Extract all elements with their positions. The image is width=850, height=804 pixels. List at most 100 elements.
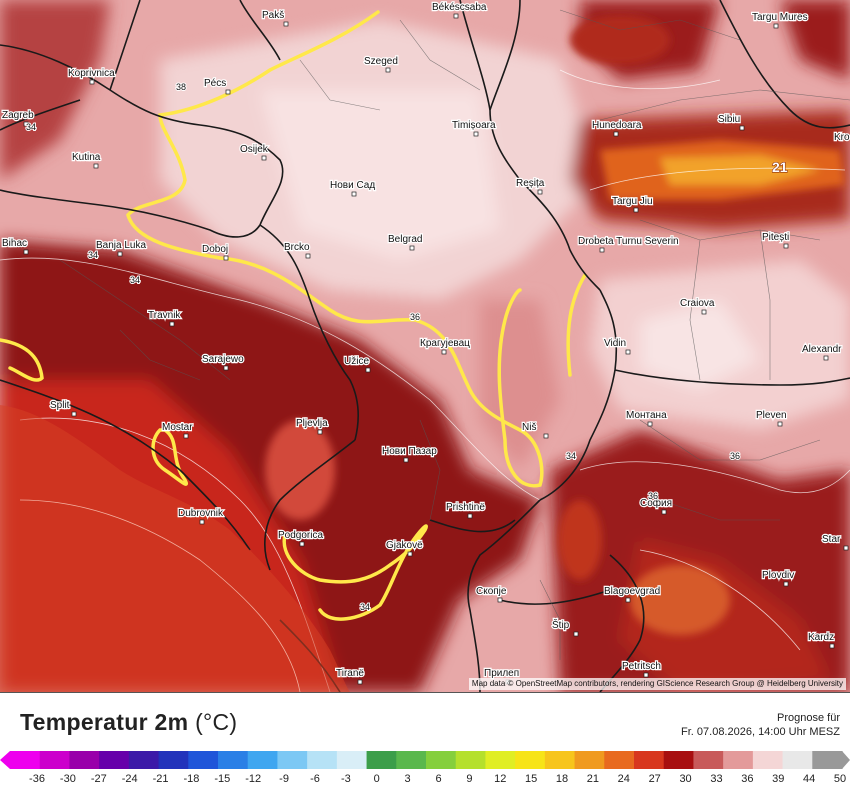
colorbar-segment: [128, 751, 160, 769]
city-label: Craiova: [680, 298, 715, 309]
city-dot: [453, 13, 459, 19]
sea-isoline: [19, 499, 301, 692]
colorbar-segment: [752, 751, 784, 769]
city-label: Targu Jiu: [612, 196, 653, 207]
city-marker: Targu Jiu: [611, 195, 654, 213]
city-label: Travnik: [148, 310, 181, 321]
city-dot: [783, 581, 789, 587]
colorbar-tick-label: 50: [833, 773, 847, 785]
country-borders: [0, 0, 850, 692]
city-dot: [385, 67, 391, 73]
isotherm-label: 34: [26, 122, 36, 132]
mountain-cool-band: [265, 15, 845, 635]
colorbar-segment: [663, 751, 695, 769]
city-dot: [625, 349, 631, 355]
city-marker: Нови Пазар: [381, 445, 438, 463]
city-marker: Targu Mures: [751, 11, 809, 29]
city-marker: Pakš: [261, 9, 289, 27]
city-marker: Sibiu: [717, 113, 745, 131]
city-dot: [625, 597, 631, 603]
city-dot: [199, 519, 205, 525]
city-marker: Zagreb: [1, 109, 35, 127]
map-canvas[interactable]: Pakš Békéscsaba Targu Mures Koprivnica Pécs S…: [0, 0, 850, 692]
city-dot: [117, 251, 123, 257]
city-marker: Mostar: [161, 421, 194, 439]
legend-title-text: Temperatur 2m: [20, 709, 189, 735]
colorbar-segment: [723, 751, 754, 769]
city-label: Drobeta Turnu Severin: [578, 236, 679, 247]
colorbar-tick-label: -21: [152, 773, 169, 785]
city-dot: [643, 672, 649, 678]
city-label: Koprivnica: [68, 68, 115, 79]
colorbar-tick-label: -18: [183, 773, 200, 785]
colorbar-arrow-right: [842, 751, 850, 769]
city-marker: Podgorica: [277, 529, 325, 547]
city-marker: Osijek: [239, 143, 270, 161]
city-label: София: [640, 497, 672, 509]
city-label: Doboj: [202, 244, 228, 255]
legend: Temperatur 2m (°C) Prognose für Fr. 07.0…: [0, 693, 850, 804]
city-label: Pakš: [262, 10, 284, 21]
city-dot: [467, 513, 473, 519]
isotherm-label: 34: [360, 602, 370, 612]
city-marker: Užice: [343, 355, 371, 373]
map-attribution[interactable]: Map data © OpenStreetMap contributors, r…: [468, 678, 846, 690]
city-marker: Timișoara: [451, 119, 497, 137]
city-label: Štip: [552, 618, 570, 631]
city-label: Скопје: [476, 586, 507, 597]
city-marker: Нови Сад: [329, 179, 377, 197]
city-label: Targu Mures: [752, 12, 808, 23]
legend-title: Temperatur 2m (°C): [20, 709, 237, 736]
city-dot: [739, 125, 745, 131]
colorbar-tick-label: -3: [340, 773, 351, 785]
city-marker: Petritsch: [621, 660, 662, 678]
colorbar-tick-label: 30: [679, 773, 692, 785]
city-label: Split: [50, 400, 70, 411]
city-marker: Reșița: [515, 177, 546, 195]
city-dot: [23, 249, 29, 255]
weather-map[interactable]: Pakš Békéscsaba Targu Mures Koprivnica Pécs S…: [0, 0, 850, 693]
colorbar-segment: [99, 751, 130, 769]
city-label: Vidin: [604, 338, 626, 349]
city-marker: Hunedoara: [591, 119, 643, 137]
colorbar-tick-label: 33: [710, 773, 723, 785]
city-dot: [169, 321, 175, 327]
colorbar-tick-label: 15: [525, 773, 538, 785]
isotherm-label: 38: [176, 82, 186, 92]
colorbar-tick-label: 24: [617, 773, 630, 785]
colorbar-segment: [39, 751, 71, 769]
city-marker: Gjakovë: [385, 539, 424, 557]
color-scale-bar: [0, 751, 850, 769]
city-marker: Крагујевац: [419, 337, 471, 355]
colorbar-segment: [307, 751, 338, 769]
city-marker: Travnik: [147, 309, 183, 327]
color-scale-ticks: -36 -30 -27 -24 -21 -18 -15 -12 -9 -6 -3 0 3 6 9 12 15 18…: [0, 773, 850, 793]
city-dot: [701, 309, 707, 315]
colorbar-segment: [782, 751, 813, 769]
city-labels: Pakš Békéscsaba Targu Mures Koprivnica Pécs S…: [1, 1, 850, 685]
city-marker: Štip: [551, 617, 579, 637]
colorbar-segment: [336, 751, 368, 769]
city-label: Mostar: [162, 422, 193, 433]
legend-unit: (°C): [195, 709, 238, 735]
city-dot: [93, 163, 99, 169]
city-marker: Tiranë: [335, 667, 366, 685]
city-marker: Prishtinë: [445, 501, 487, 519]
colorbar-segment: [515, 751, 546, 769]
city-dot: [497, 597, 503, 603]
colorbar-tick-label: 6: [435, 773, 442, 785]
city-label: Kro: [834, 132, 850, 143]
city-label: Pljevlja: [296, 418, 328, 429]
city-dot: [261, 155, 267, 161]
colorbar-tick-label: 0: [373, 773, 380, 785]
city-label: Blagoevgrad: [604, 586, 660, 597]
colorbar-tick-label: -30: [59, 773, 76, 785]
city-marker: Pljevlja: [295, 417, 329, 435]
city-dot: [407, 551, 413, 557]
city-marker: Bihac: [1, 237, 29, 255]
forecast-date: Fr. 07.08.2026, 14:00 Uhr MESZ: [681, 726, 840, 738]
city-marker: Скопје: [475, 585, 508, 603]
city-label: Sibiu: [718, 114, 740, 125]
city-dot: [71, 411, 77, 417]
city-label: Tiranë: [336, 668, 364, 679]
